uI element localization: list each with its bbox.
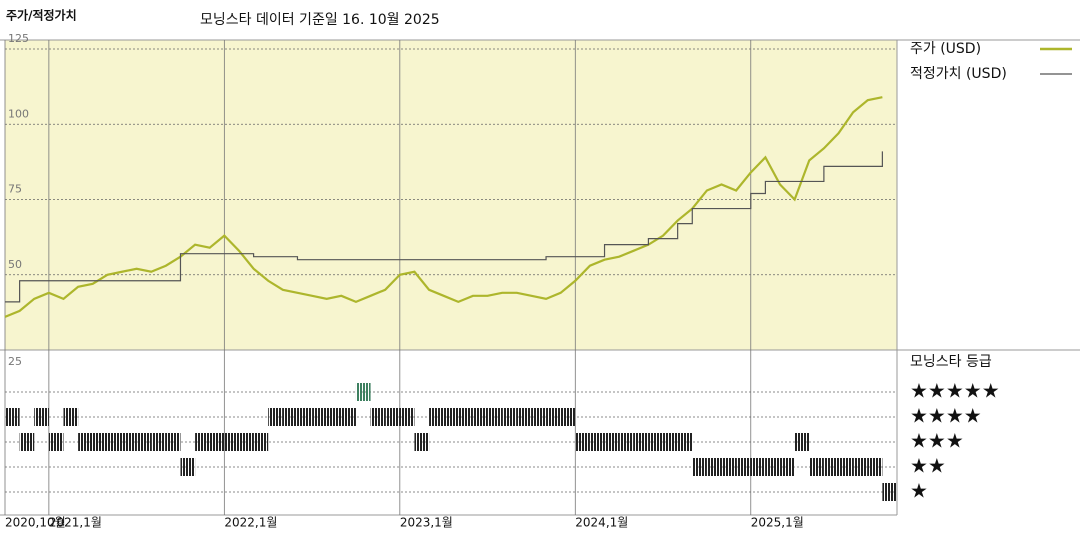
series-line <box>5 151 883 303</box>
x-tick-label: 2024,1월 <box>575 516 628 530</box>
rating-block <box>195 433 210 451</box>
rating-block <box>63 408 79 426</box>
rating-block <box>765 458 781 476</box>
legend-label: 주가 (USD) <box>910 41 981 57</box>
rating-block <box>414 433 430 451</box>
rating-block <box>19 433 35 451</box>
rating-block <box>385 408 400 426</box>
x-tick-label: 2023,1월 <box>400 516 453 530</box>
rating-block <box>692 458 707 476</box>
rating-block <box>458 408 473 426</box>
rating-block <box>663 433 678 451</box>
series-line <box>4 96 883 318</box>
plot-background <box>5 40 897 350</box>
rating-block <box>867 458 883 476</box>
rating-block <box>370 408 386 426</box>
rating-title: 모닝스타 등급 <box>910 354 992 370</box>
rating-block <box>502 408 517 426</box>
rating-block <box>312 408 327 426</box>
rating-label: ★★★★ <box>910 404 982 428</box>
rating-block <box>809 458 824 476</box>
rating-block <box>429 408 444 426</box>
rating-block <box>575 433 590 451</box>
rating-block <box>34 408 49 426</box>
rating-block <box>516 408 532 426</box>
y-tick-label: 75 <box>8 183 22 196</box>
rating-block <box>165 433 181 451</box>
rating-block <box>136 433 152 451</box>
rating-block <box>633 433 649 451</box>
rating-block <box>472 408 488 426</box>
x-tick-label: 2021,1월 <box>49 516 102 530</box>
rating-block <box>677 433 693 451</box>
rating-block <box>209 433 225 451</box>
rating-block <box>92 433 108 451</box>
rating-block <box>151 433 166 451</box>
rating-block <box>399 408 415 426</box>
rating-label: ★★★ <box>910 429 964 453</box>
y-tick-label: 100 <box>8 107 29 120</box>
rating-block <box>341 408 356 426</box>
rating-block <box>823 458 839 476</box>
rating-block <box>780 458 795 476</box>
rating-block <box>5 408 20 426</box>
rating-block <box>487 408 503 426</box>
rating-block <box>853 458 868 476</box>
rating-block <box>882 483 897 501</box>
x-tick-label: 2022,1월 <box>224 516 277 530</box>
rating-block <box>736 458 751 476</box>
x-tick-label: 2020,10월 <box>5 516 66 530</box>
rating-block <box>180 458 196 476</box>
rating-block <box>619 433 634 451</box>
rating-block <box>253 433 269 451</box>
y-tick-label: 125 <box>8 32 29 45</box>
rating-block <box>589 433 605 451</box>
rating-block <box>706 458 722 476</box>
rating-tick-label: 25 <box>8 355 22 368</box>
rating-block <box>121 433 137 451</box>
rating-block <box>107 433 122 451</box>
rating-block <box>224 433 239 451</box>
rating-block <box>750 458 766 476</box>
rating-block <box>604 433 620 451</box>
chart-subtitle: 모닝스타 데이터 기준일 16. 10월 2025 <box>200 12 440 28</box>
rating-block <box>326 408 342 426</box>
rating-block <box>268 408 283 426</box>
rating-block <box>48 433 64 451</box>
rating-block <box>546 408 561 426</box>
rating-block <box>238 433 254 451</box>
rating-block <box>560 408 576 426</box>
x-tick-label: 2025,1월 <box>751 516 804 530</box>
rating-block <box>297 408 313 426</box>
rating-block <box>282 408 298 426</box>
rating-block <box>443 408 459 426</box>
rating-block <box>794 433 810 451</box>
rating-block <box>648 433 664 451</box>
rating-label: ★★ <box>910 454 946 478</box>
rating-block <box>355 383 371 401</box>
rating-label: ★ <box>910 479 928 503</box>
rating-block <box>531 408 547 426</box>
rating-block <box>838 458 854 476</box>
chart-title: 주가/적정가치 <box>6 8 77 23</box>
y-tick-label: 50 <box>8 258 22 271</box>
rating-label: ★★★★★ <box>910 379 1000 403</box>
rating-block <box>721 458 737 476</box>
rating-block <box>78 433 93 451</box>
legend-label: 적정가치 (USD) <box>910 66 1007 82</box>
